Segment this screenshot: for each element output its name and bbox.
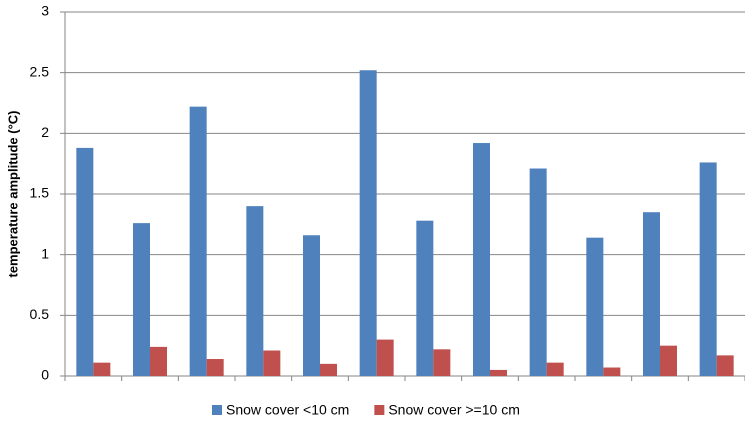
bar bbox=[303, 235, 320, 376]
bar bbox=[359, 70, 377, 377]
bar bbox=[76, 147, 94, 376]
y-tick-label: 1.5 bbox=[30, 185, 50, 201]
bar bbox=[716, 355, 734, 376]
legend-label: Snow cover <10 cm bbox=[226, 402, 349, 418]
legend-swatch bbox=[374, 405, 385, 415]
y-tick-label: 2 bbox=[41, 124, 49, 140]
bar bbox=[603, 367, 621, 376]
y-tick-label: 0.5 bbox=[30, 306, 50, 322]
bar bbox=[546, 362, 564, 376]
y-tick-label: 2.5 bbox=[30, 63, 50, 79]
bar bbox=[376, 339, 394, 376]
y-tick-label: 3 bbox=[41, 3, 49, 19]
bar bbox=[433, 349, 451, 376]
bar bbox=[490, 369, 507, 376]
legend-swatch bbox=[212, 405, 222, 415]
bar bbox=[320, 363, 337, 376]
y-tick-label: 0 bbox=[41, 367, 49, 383]
bar bbox=[586, 237, 604, 376]
bar bbox=[699, 162, 717, 376]
legend-label: Snow cover >=10 cm bbox=[388, 402, 520, 418]
y-axis-label: temperature amplitude (°C) bbox=[5, 110, 20, 277]
bar bbox=[643, 212, 660, 376]
bar bbox=[206, 359, 224, 376]
y-tick-label: 1 bbox=[41, 245, 49, 261]
bar bbox=[246, 206, 264, 376]
bar bbox=[660, 345, 677, 376]
bar bbox=[263, 350, 281, 376]
bar bbox=[150, 346, 167, 376]
bar bbox=[529, 168, 547, 376]
bar bbox=[189, 106, 207, 376]
bar bbox=[133, 223, 150, 376]
bar bbox=[473, 143, 490, 376]
bar bbox=[93, 362, 111, 376]
bar bbox=[416, 220, 434, 376]
